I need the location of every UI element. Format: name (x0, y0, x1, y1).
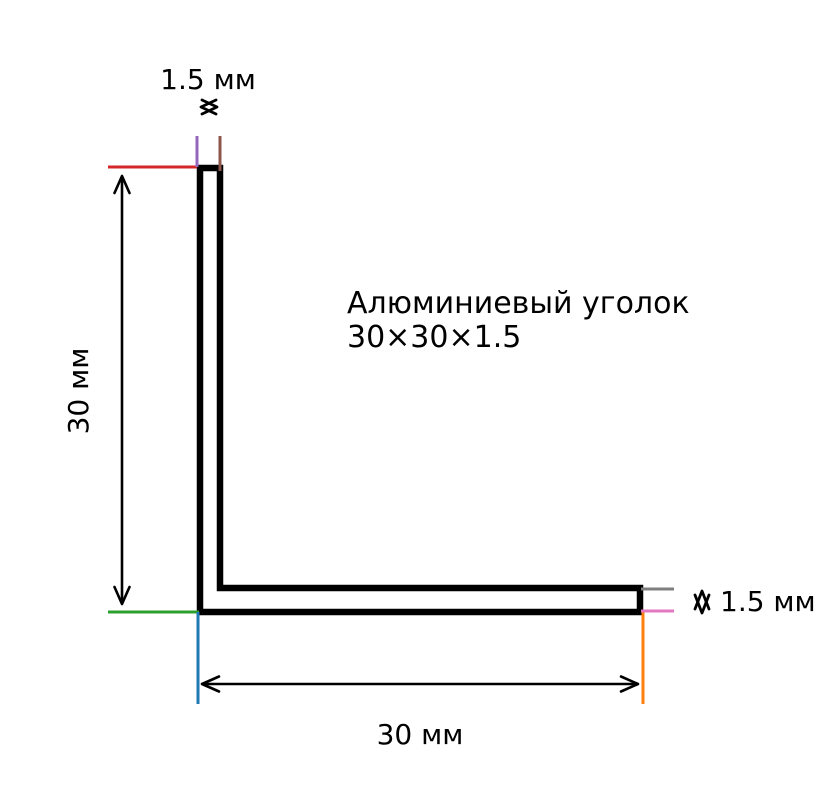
top-thickness-marker (199, 98, 219, 116)
height-dimension-arrow (113, 174, 131, 606)
right-thickness-arrowhead-down-icon (693, 593, 711, 615)
height-arrowhead-up-icon (113, 174, 131, 195)
bottom-width-label: 30 мм (377, 718, 464, 751)
left-height-label: 30 мм (62, 348, 95, 435)
height-arrowhead-down-icon (113, 585, 131, 606)
top-thickness-arrowhead-left-icon (199, 98, 218, 116)
diagram-title-line1: Алюминиевый уголок (347, 286, 690, 321)
diagram-title-line2: 30×30×1.5 (347, 320, 521, 355)
width-arrowhead-left-icon (200, 675, 221, 693)
right-thickness-marker (693, 589, 711, 615)
top-thickness-arrowhead-right-icon (200, 98, 219, 116)
width-arrowhead-right-icon (619, 675, 640, 693)
top-thickness-label: 1.5 мм (160, 63, 256, 96)
right-thickness-label: 1.5 мм (720, 585, 816, 618)
width-dimension-arrow (200, 675, 640, 693)
